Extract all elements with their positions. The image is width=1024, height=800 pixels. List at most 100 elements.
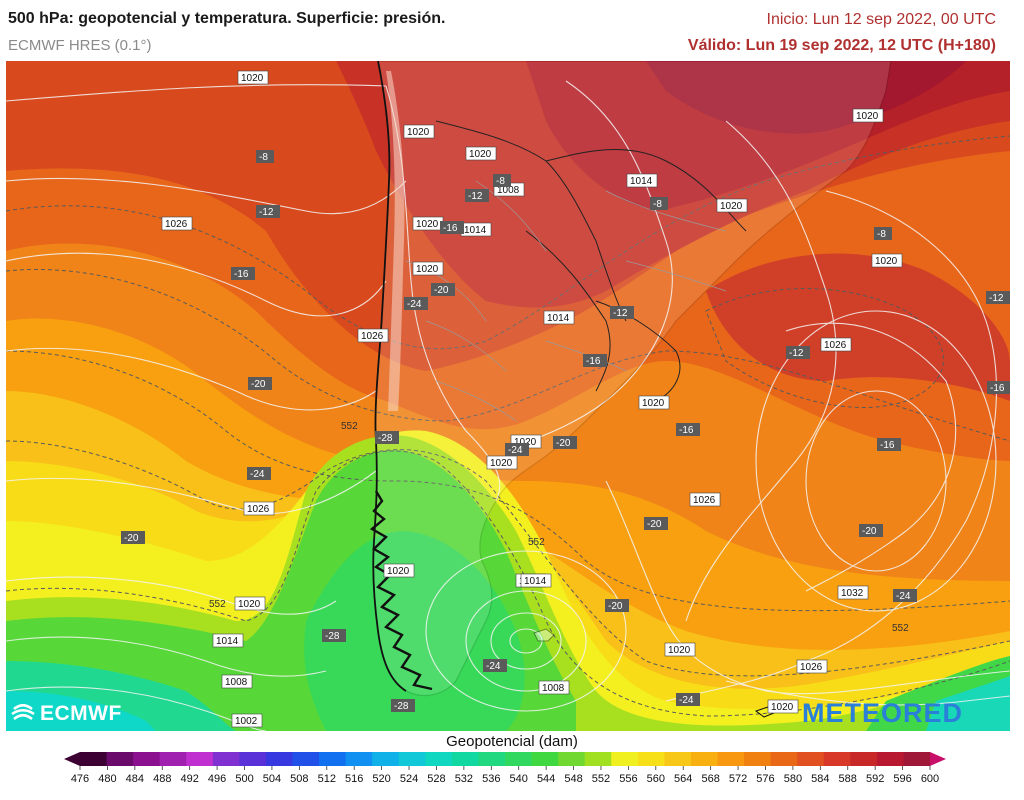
- isobar-label: 1014: [212, 633, 244, 648]
- colorbar-swatch: [531, 752, 559, 766]
- isobar-label: 1026: [820, 337, 852, 352]
- isobar-label: 1026: [796, 659, 828, 674]
- colorbar-tick-label: 580: [784, 773, 802, 785]
- colorbar-swatch: [717, 752, 745, 766]
- isobar-label: 1026: [243, 501, 275, 516]
- colorbar-swatch: [133, 752, 161, 766]
- init-time: Inicio: Lun 12 sep 2022, 00 UTC: [766, 11, 996, 28]
- isobar-label-text: 1008: [225, 677, 248, 688]
- colorbar-tick-label: 588: [839, 773, 857, 785]
- fill-band-544: [304, 531, 525, 731]
- colorbar-tick-label: 564: [674, 773, 692, 785]
- isobar-label-text: 1026: [824, 340, 847, 351]
- temperature-label: -8: [493, 174, 511, 187]
- colorbar-tick-label: 572: [729, 773, 747, 785]
- colorbar-tick-label: 524: [400, 773, 418, 785]
- temperature-label-text: -20: [124, 533, 139, 544]
- temperature-label: -16: [987, 381, 1010, 394]
- contour-552-label: 552: [209, 599, 226, 610]
- isobar-label-text: 1014: [630, 176, 653, 187]
- isobar-label-text: 1020: [407, 127, 430, 138]
- temperature-label: -28: [391, 699, 415, 712]
- isobar-label: 1020: [664, 642, 696, 657]
- colorbar-swatch: [584, 752, 612, 766]
- model-name: ECMWF HRES (0.1°): [8, 37, 152, 54]
- colorbar-swatch: [425, 752, 453, 766]
- temperature-label-text: -28: [394, 701, 409, 712]
- colorbar-tick-label: 596: [893, 773, 911, 785]
- colorbar-tick-label: 544: [537, 773, 555, 785]
- south-america-landmass: [369, 61, 892, 718]
- temperature-label: -20: [431, 283, 455, 296]
- temperature-label: -24: [893, 589, 917, 602]
- colorbar-tick-label: 592: [866, 773, 884, 785]
- temperature-label: -12: [256, 205, 280, 218]
- isobar-label-text: 1002: [235, 716, 258, 727]
- temperature-label: -20: [605, 599, 629, 612]
- temperature-label: -20: [644, 517, 668, 530]
- colorbar-swatch: [265, 752, 293, 766]
- colorbar-swatch: [664, 752, 692, 766]
- temperature-label-text: -24: [896, 591, 911, 602]
- temperature-label-text: -24: [250, 469, 265, 480]
- temperature-label-text: -8: [877, 229, 886, 240]
- temperature-label: -12: [465, 189, 489, 202]
- temperature-label-text: -20: [862, 526, 877, 537]
- colorbar-swatch: [876, 752, 904, 766]
- colorbar-swatch: [319, 752, 347, 766]
- temperature-label: -8: [650, 197, 668, 210]
- colorbar-swatch: [505, 752, 533, 766]
- temperature-label-text: -12: [989, 293, 1004, 304]
- fill-band-536-east: [926, 676, 1010, 731]
- temperature-label-text: -16: [234, 269, 249, 280]
- isobar-label-text: 1020: [469, 149, 492, 160]
- colorbar-swatch: [823, 752, 851, 766]
- colorbar-min-arrow: [64, 752, 80, 766]
- temperature-label-text: -20: [608, 601, 623, 612]
- isobar-label-text: 1026: [693, 495, 716, 506]
- colorbar-tick-label: 584: [811, 773, 829, 785]
- colorbar-tick-label: 540: [510, 773, 528, 785]
- isobar-label: 1020: [412, 216, 444, 231]
- colorbar-swatch: [159, 752, 187, 766]
- ecmwf-wave-icon: [11, 704, 35, 721]
- temperature-label-text: -20: [647, 519, 662, 530]
- isobar-label-text: 1008: [497, 185, 520, 196]
- isobar-label-text: 1020: [642, 398, 665, 409]
- colorbar-max-arrow: [930, 752, 946, 766]
- temperature-label: -24: [404, 297, 428, 310]
- isobar-label: 1020: [871, 253, 903, 268]
- colorbar-tick-label: 512: [318, 773, 336, 785]
- colorbar-tick-label: 516: [345, 773, 363, 785]
- colorbar-swatch: [451, 752, 479, 766]
- temperature-label-text: -12: [613, 308, 628, 319]
- isobar-label: 1026: [357, 328, 389, 343]
- isobar-label: 1020: [383, 563, 415, 578]
- temperature-label: -16: [676, 423, 700, 436]
- colorbar-tick-label: 476: [71, 773, 89, 785]
- temperature-label: -12: [610, 306, 634, 319]
- temperature-label: -20: [859, 524, 883, 537]
- colorbar-tick-label: 480: [98, 773, 116, 785]
- isobar-label-text: 1014: [216, 636, 239, 647]
- temperature-label-text: -24: [486, 661, 501, 672]
- forecast-map[interactable]: 1020 1020 1020 1008 1014 1020 1014 1020 1020 1026…: [6, 61, 1010, 731]
- colorbar-tick-label: 556: [619, 773, 637, 785]
- colorbar-swatch: [372, 752, 400, 766]
- temperature-label-text: -12: [468, 191, 483, 202]
- temperature-label: -24: [505, 443, 529, 456]
- temperature-label: -24: [247, 467, 271, 480]
- isobar-label: 1002: [231, 713, 263, 728]
- temperature-label: -16: [583, 354, 607, 367]
- ecmwf-logo: ECMWF: [10, 700, 122, 728]
- meteored-logo: METEORED: [802, 698, 964, 728]
- colorbar-tick-label: 488: [153, 773, 171, 785]
- isobar-label: 1020: [767, 699, 799, 714]
- isobar-label: 1008: [221, 674, 253, 689]
- colorbar-tick-label: 600: [921, 773, 939, 785]
- isobar-label-text: 1020: [416, 264, 439, 275]
- isobar-label-text: 1020: [387, 566, 410, 577]
- temperature-label-text: -20: [251, 379, 266, 390]
- temperature-label: -8: [874, 227, 892, 240]
- temperature-label-text: -12: [789, 348, 804, 359]
